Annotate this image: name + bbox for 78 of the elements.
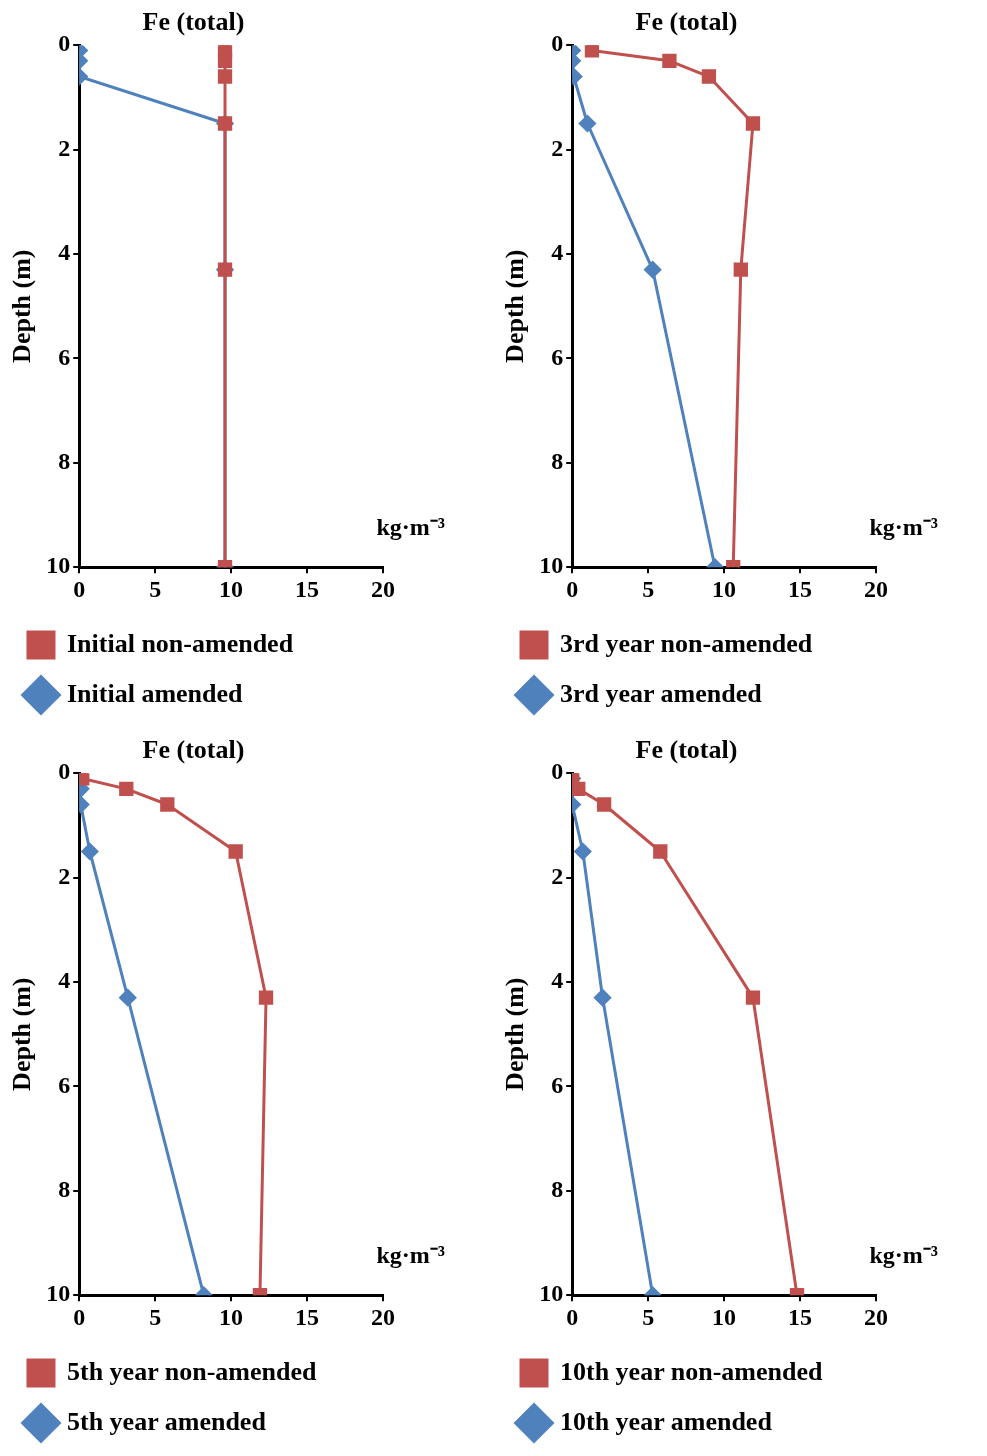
y-tick-label: 10: [46, 552, 71, 579]
point: [733, 262, 748, 277]
y-tick-label: 2: [58, 134, 71, 161]
legend-label: 10th year non-amended: [560, 1356, 823, 1386]
point: [119, 781, 134, 797]
y-axis-title: Depth (m): [7, 249, 37, 363]
y-tick-label: 10: [46, 1280, 71, 1307]
y-tick-label: 8: [551, 1176, 564, 1202]
x-tick-label: 10: [712, 1303, 737, 1330]
legend-label: 10th year amended: [560, 1406, 773, 1436]
y-tick-label: 2: [551, 134, 564, 161]
x-tick-label: 15: [788, 575, 813, 602]
chart-title: Fe (total): [635, 7, 738, 37]
x-axis-title: kg·m⁻³: [869, 514, 938, 541]
point: [701, 69, 717, 84]
point: [217, 53, 233, 69]
y-tick-label: 4: [551, 239, 564, 266]
x-tick-label: 20: [371, 575, 395, 602]
y-tick-label: 2: [58, 862, 71, 889]
x-axis-title: kg·m⁻³: [376, 1242, 445, 1269]
y-tick-label: 8: [551, 448, 564, 474]
y-tick-label: 10: [539, 1280, 564, 1307]
point: [160, 797, 175, 812]
legend-label: Initial non-amended: [67, 628, 294, 658]
x-tick-label: 20: [864, 1303, 888, 1330]
x-tick-label: 10: [712, 575, 737, 602]
legend-label: 3rd year amended: [560, 678, 763, 708]
point: [574, 843, 592, 860]
x-tick-label: 10: [219, 575, 244, 602]
point: [745, 990, 761, 1005]
y-axis-title: Depth (m): [500, 977, 530, 1091]
y-tick-label: 6: [551, 343, 564, 370]
legend-label: 3rd year non-amended: [560, 628, 813, 658]
x-tick-label: 15: [788, 1303, 813, 1330]
chart-title: Fe (total): [635, 735, 738, 765]
point: [653, 844, 668, 859]
y-tick-label: 10: [539, 552, 564, 579]
point: [228, 844, 243, 859]
point: [81, 843, 99, 860]
point: [119, 989, 137, 1007]
legend-label: 5th year non-amended: [67, 1356, 317, 1386]
y-tick-label: 4: [58, 967, 71, 994]
point: [572, 781, 586, 797]
y-tick-label: 4: [58, 239, 71, 266]
y-tick-label: 0: [58, 30, 71, 57]
x-tick-label: 5: [149, 575, 162, 602]
x-tick-label: 5: [642, 1303, 655, 1330]
x-tick-label: 20: [371, 1303, 395, 1330]
y-tick-label: 0: [551, 758, 564, 785]
x-tick-label: 5: [642, 575, 655, 602]
chart-title: Fe (total): [142, 735, 245, 765]
y-tick-label: 0: [551, 30, 564, 57]
x-tick-label: 15: [295, 1303, 320, 1330]
x-axis-title: kg·m⁻³: [376, 514, 445, 541]
y-axis-title: Depth (m): [500, 249, 530, 363]
x-tick-label: 10: [219, 1303, 244, 1330]
y-tick-label: 4: [551, 967, 564, 994]
x-tick-label: 5: [149, 1303, 162, 1330]
chart-title: Fe (total): [142, 7, 245, 37]
point: [258, 990, 274, 1005]
point: [745, 116, 761, 131]
point: [596, 797, 612, 812]
y-tick-label: 8: [58, 1176, 71, 1202]
y-axis-title: Depth (m): [7, 977, 37, 1091]
y-tick-label: 6: [551, 1071, 564, 1098]
y-tick-label: 8: [58, 448, 71, 474]
y-tick-label: 2: [551, 862, 564, 889]
point: [662, 53, 677, 69]
point: [217, 69, 233, 84]
y-tick-label: 6: [58, 343, 71, 370]
x-tick-label: 15: [295, 575, 320, 602]
legend-label: Initial amended: [67, 678, 244, 708]
point: [594, 989, 612, 1007]
x-tick-label: 20: [864, 575, 888, 602]
y-tick-label: 0: [58, 758, 71, 785]
x-axis-title: kg·m⁻³: [869, 1242, 938, 1269]
legend-label: 5th year amended: [67, 1406, 267, 1436]
y-tick-label: 6: [58, 1071, 71, 1098]
